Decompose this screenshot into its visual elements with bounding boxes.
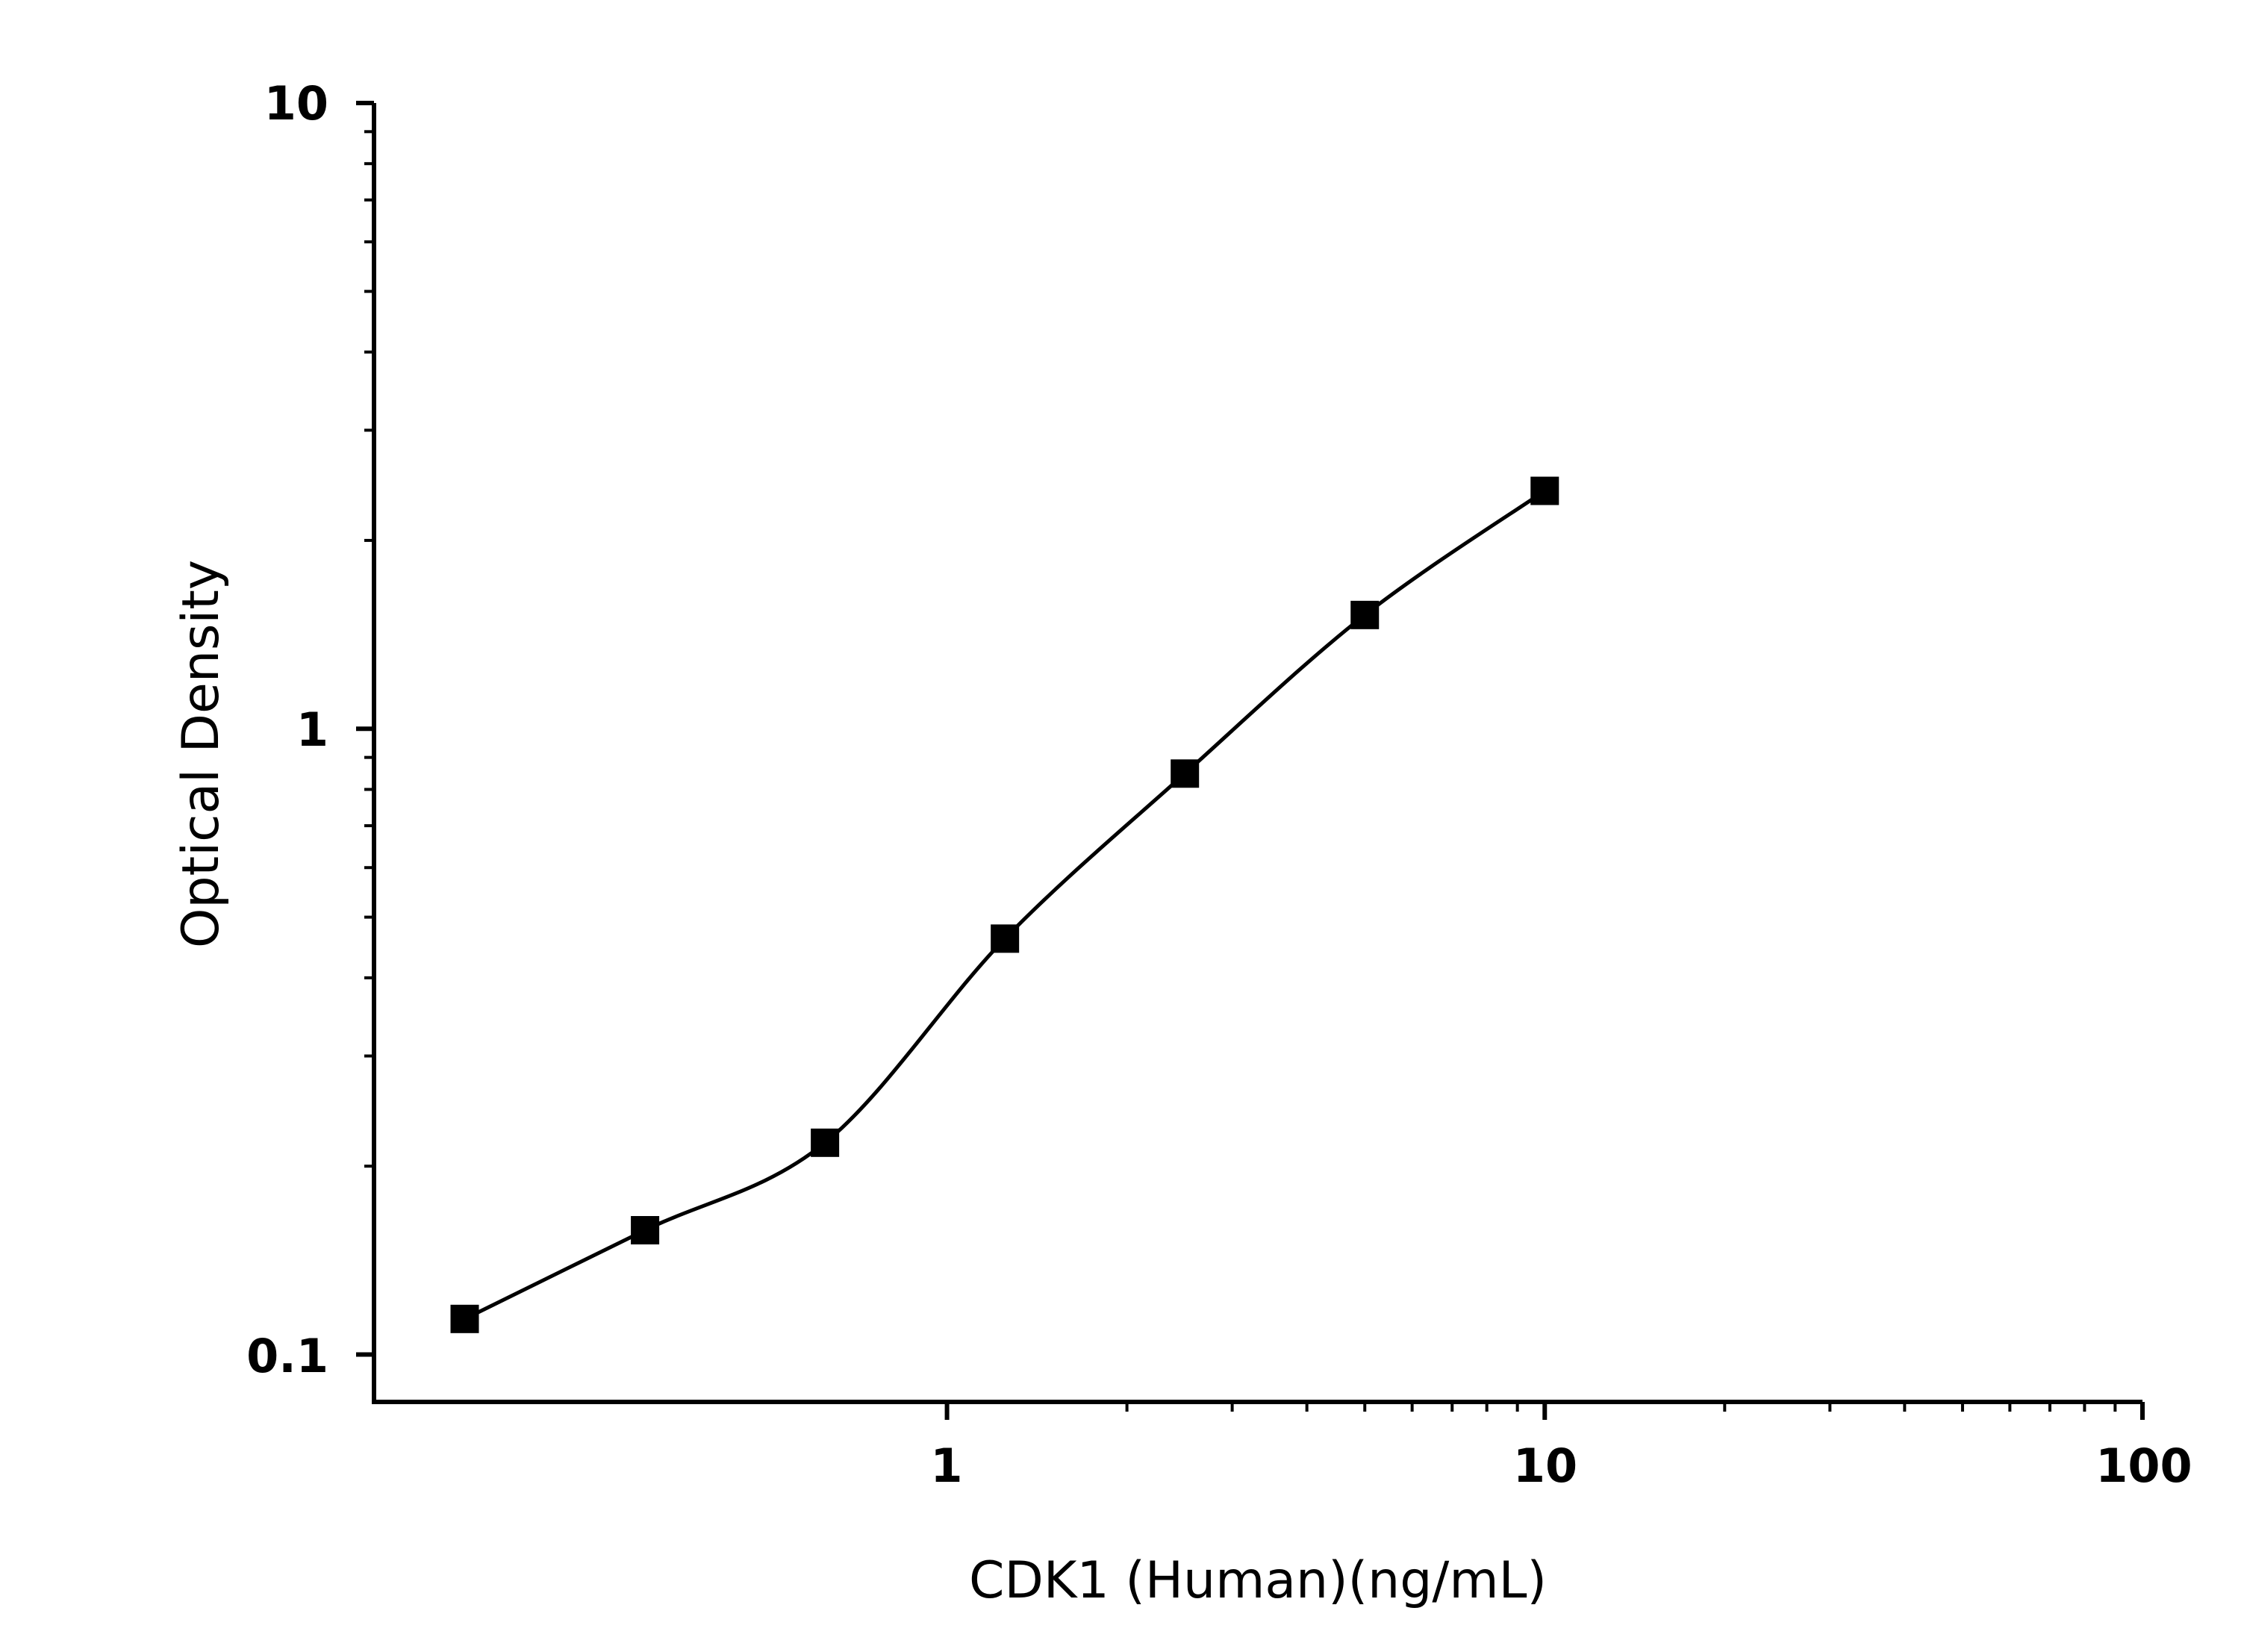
data-points	[450, 476, 1559, 1333]
y-tick-label-10: 10	[264, 76, 328, 131]
x-tick-label-1: 1	[930, 1439, 962, 1493]
axes	[372, 103, 2142, 1404]
fit-curve	[464, 489, 1546, 1321]
x-axis-title: CDK1 (Human)(ng/mL)	[969, 1551, 1547, 1610]
data-point-7	[1530, 476, 1559, 505]
ticks	[356, 101, 2145, 1420]
x-tick-label-10: 10	[1513, 1439, 1577, 1493]
data-point-1	[450, 1304, 479, 1333]
data-point-2	[631, 1215, 660, 1244]
y-tick-label-1: 1	[296, 702, 328, 757]
x-tick-label-100: 100	[2095, 1439, 2192, 1493]
data-point-4	[991, 924, 1020, 953]
data-point-3	[811, 1128, 840, 1157]
y-tick-label-0.1: 0.1	[246, 1329, 328, 1383]
data-point-5	[1171, 759, 1200, 788]
data-point-6	[1350, 600, 1380, 629]
y-axis-title: Optical Density	[172, 560, 231, 948]
